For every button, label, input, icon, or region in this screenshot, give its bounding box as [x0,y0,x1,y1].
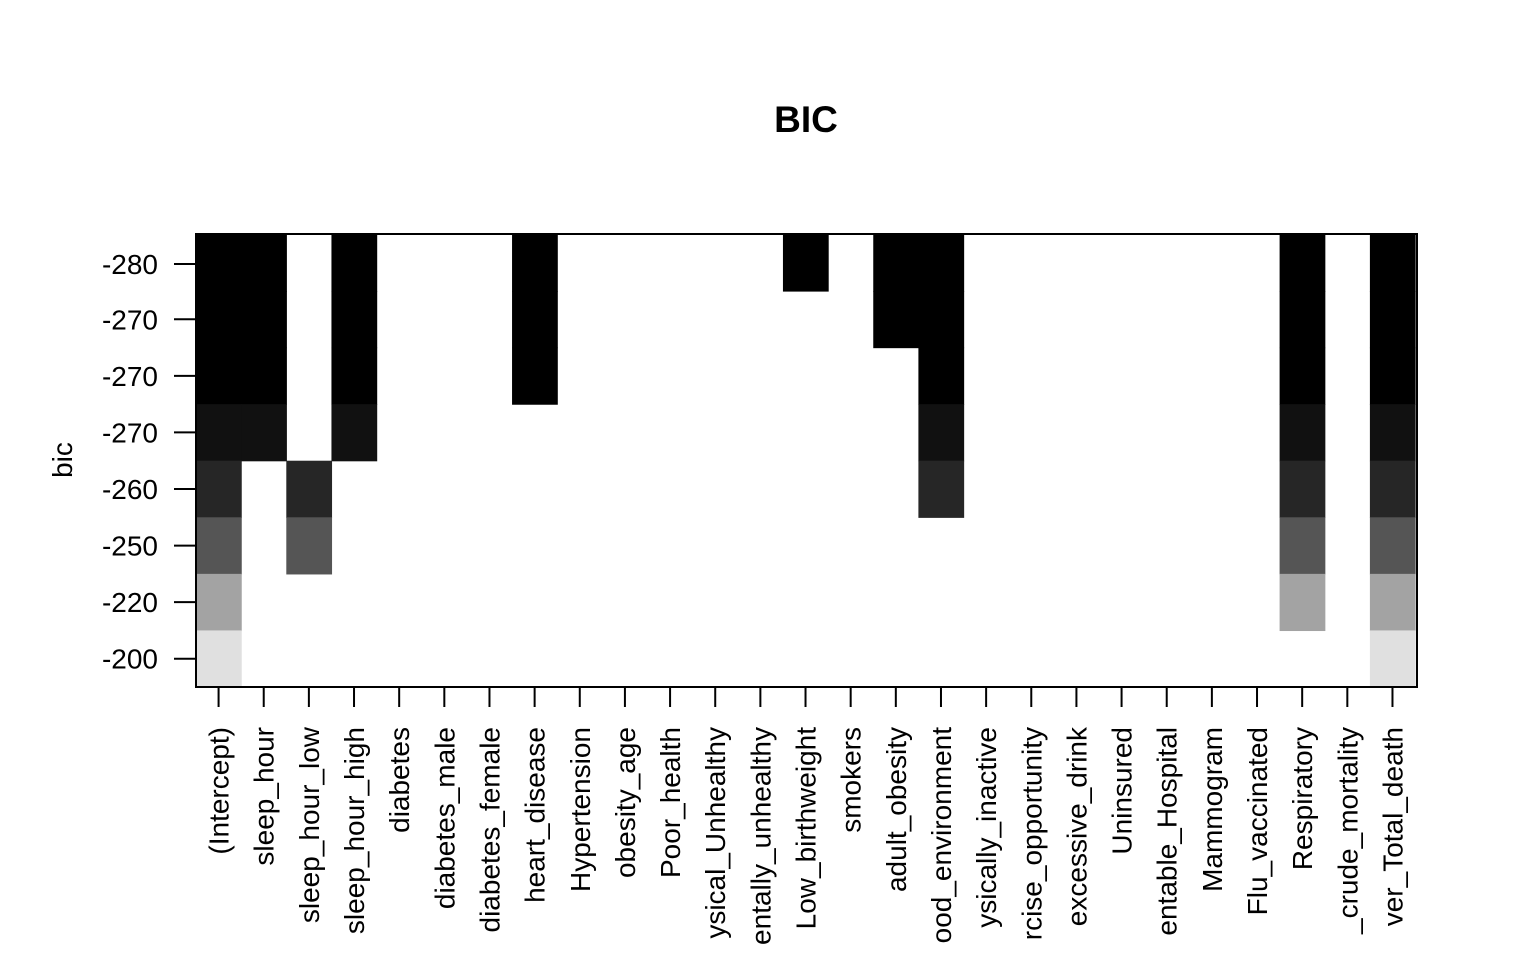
heatmap-cell [1369,347,1416,405]
plot-border [195,233,1418,688]
x-tick-label: Uninsured [1107,727,1138,855]
heatmap-cell [512,291,558,349]
y-tick-label: -250 [102,531,158,562]
heatmap-cell [196,573,242,632]
heatmap-cell [873,291,919,349]
heatmap-cell [331,291,378,349]
heatmap-cell [196,517,242,575]
x-tick-label: diabetes [384,727,415,833]
heatmap-cell [241,291,287,349]
heatmap-cell [1279,517,1326,575]
x-axis: (Intercept) sleep_hour sleep_hour_low sleep… [204,687,1408,945]
x-tick-label: Hypertension [565,727,596,892]
x-tick-label: Low_birthweight [791,727,822,930]
x-tick-label: ver_Total_death [1377,727,1408,926]
heatmap-cell [1369,234,1416,292]
heatmap-cell [331,404,378,462]
x-tick-label: _crude_mortality [1332,727,1363,935]
heatmap-cell [918,460,965,518]
heatmap-cell [918,291,965,349]
heatmap-cell [1369,291,1416,349]
y-tick-label: -280 [102,249,158,280]
y-tick-label: -200 [102,644,158,675]
y-tick-label: -270 [102,304,158,335]
x-tick-label: obesity_age [610,727,641,878]
x-tick-label: ysical_Unhealthy [700,727,731,939]
heatmap-cell [918,347,965,405]
y-axis: -280 -270 -270 -270 -260 -250 -220 -200 [102,249,196,675]
x-tick-label: (Intercept) [204,727,235,855]
heatmap-cell [512,347,558,405]
heatmap-cell [331,347,378,405]
y-tick-label: -260 [102,474,158,505]
heatmap-cell [512,234,558,292]
heatmap-cell [1369,573,1416,632]
heatmap-cell [196,234,242,292]
heatmap-cell [1279,404,1326,462]
x-tick-label: heart_disease [520,727,551,903]
x-tick-label: diabetes_male [429,727,460,909]
x-tick-label: Mammogram [1197,727,1228,892]
heatmap-cell [1279,347,1326,405]
y-axis-label: bic [47,442,78,478]
x-tick-label: Flu_vaccinated [1242,727,1273,915]
heatmap-cell [1279,291,1326,349]
y-tick-label: -270 [102,417,158,448]
x-tick-label: sleep_hour [249,727,280,866]
x-tick-label: sleep_hour_high [339,727,370,934]
heatmap-cell [286,460,333,518]
heatmap-cell [1369,404,1416,462]
heatmap-cell [196,404,242,462]
heatmap-cell [1369,460,1416,518]
x-tick-label: diabetes_female [474,727,505,932]
chart-title: BIC [774,99,838,140]
y-tick-label: -220 [102,587,158,618]
heatmap-cells [196,234,1416,688]
x-tick-label: smokers [836,727,867,833]
heatmap-cell [1369,517,1416,575]
heatmap-cell [918,234,965,292]
x-tick-label: excessive_drink [1061,726,1092,926]
heatmap-cell [241,347,287,405]
x-tick-label: entally_unhealthy [745,727,776,945]
x-tick-label: rcise_opportunity [1016,727,1047,940]
x-tick-label: adult_obesity [881,727,912,892]
heatmap-cell [873,234,919,292]
heatmap-cell [1279,234,1326,292]
heatmap-cell [196,291,242,349]
heatmap-cell [918,404,965,462]
x-tick-label: entable_Hospital [1152,727,1183,936]
heatmap-cell [241,404,287,462]
heatmap-cell [1279,460,1326,518]
heatmap-cell [286,517,333,575]
heatmap-cell [1279,573,1326,632]
heatmap-cell [196,630,242,688]
heatmap-cell [196,460,242,518]
x-tick-label: ood_environment [926,727,957,944]
heatmap-cell [331,234,378,292]
y-tick-label: -270 [102,361,158,392]
heatmap-cell [196,347,242,405]
x-tick-label: Poor_health [655,727,686,878]
x-tick-label: ysically_inactive [971,727,1002,928]
x-tick-label: Respiratory [1287,727,1318,870]
heatmap-cell [241,234,287,292]
x-tick-label: sleep_hour_low [294,726,325,923]
heatmap-cell [782,234,829,292]
heatmap-cell [1369,630,1416,688]
